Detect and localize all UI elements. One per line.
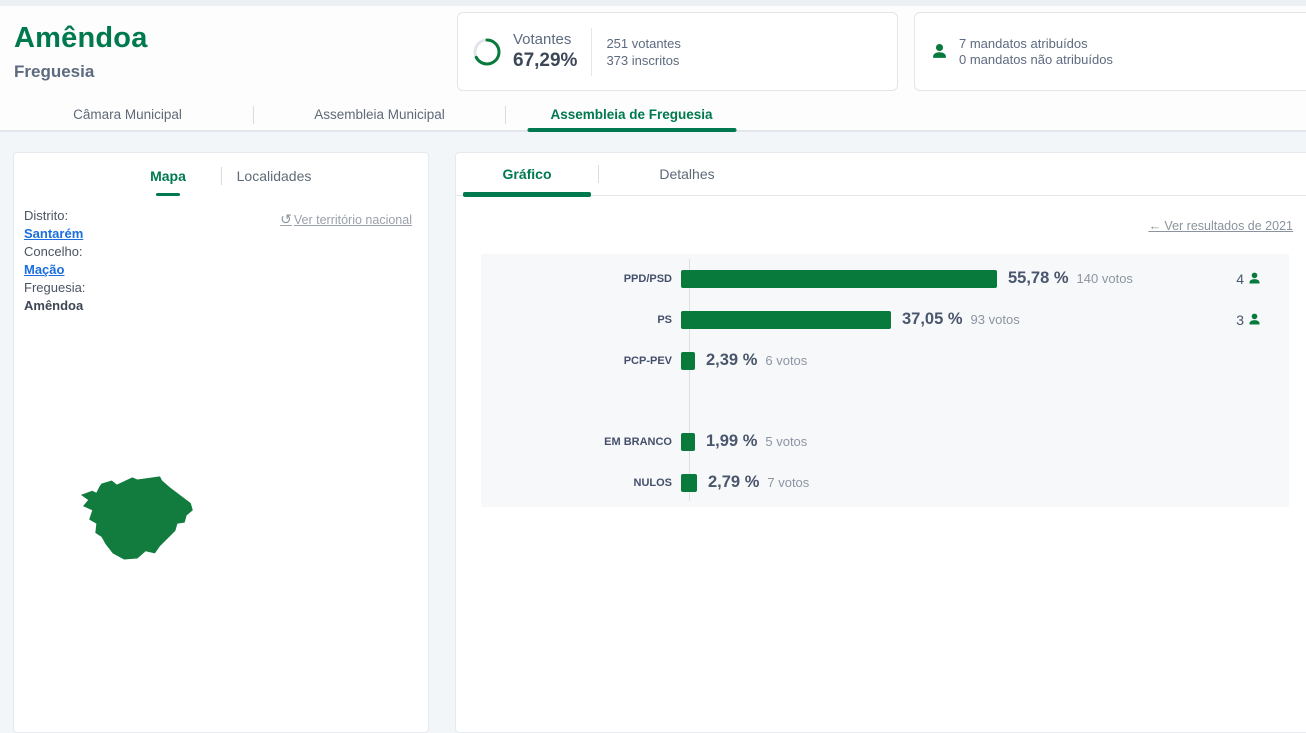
card-divider (591, 28, 592, 76)
result-bar[interactable] (681, 474, 697, 492)
result-bar[interactable] (681, 433, 695, 451)
tab-assembleia-municipal[interactable]: Assembleia Municipal (254, 100, 505, 130)
mandate-count: 4 (1236, 271, 1244, 287)
party-label: PCP-PEV (481, 355, 681, 367)
freguesia-value: Amêndoa (24, 298, 83, 313)
freguesia-label: Freguesia: (24, 279, 85, 297)
votes-value: 7 votos (767, 475, 809, 490)
map-panel: Mapa Localidades ↺Ver território naciona… (13, 152, 429, 733)
party-label: EM BRANCO (481, 436, 681, 448)
votantes-card: Votantes 67,29% 251 votantes 373 inscrit… (457, 12, 898, 91)
distrito-label: Distrito: (24, 207, 85, 225)
main-tabbar: Câmara Municipal Assembleia Municipal As… (0, 100, 1306, 132)
percent-value: 2,79 % (708, 473, 759, 492)
votes-value: 5 votos (765, 434, 807, 449)
result-bar[interactable] (681, 270, 997, 288)
ver-territorio-nacional-link[interactable]: ↺Ver território nacional (280, 211, 412, 228)
chart-row: PPD/PSD 55,78 % 140 votos 4 (481, 258, 1289, 299)
chart-row: PCP-PEV 2,39 % 6 votos (481, 340, 1289, 381)
votantes-stats: 251 votantes 373 inscritos (606, 35, 680, 69)
person-icon (1247, 271, 1262, 286)
freguesia-map-shape[interactable] (69, 461, 214, 579)
concelho-label: Concelho: (24, 243, 85, 261)
active-tab-underline (156, 193, 180, 196)
chart-rows: PPD/PSD 55,78 % 140 votos 4 PS 37,05 % 93 voto… (481, 258, 1289, 503)
turnout-ring-icon (472, 37, 502, 67)
location-breadcrumb: Distrito: Santarém Concelho: Mação Fregu… (24, 207, 85, 315)
percent-value: 55,78 % (1008, 269, 1069, 288)
tab-mapa[interactable]: Mapa (116, 162, 221, 190)
tab-label: Gráfico (502, 166, 551, 182)
distrito-link[interactable]: Santarém (24, 226, 83, 241)
tab-assembleia-de-freguesia[interactable]: Assembleia de Freguesia (506, 100, 757, 130)
mandates-unassigned: 0 mandatos não atribuídos (959, 52, 1113, 68)
left-arrow-icon: ← (1148, 219, 1161, 233)
tab-label: Mapa (150, 168, 186, 184)
mandates-assigned: 7 mandatos atribuídos (959, 36, 1113, 52)
chart-row: PS 37,05 % 93 votos 3 (481, 299, 1289, 340)
tab-camara-municipal[interactable]: Câmara Municipal (2, 100, 253, 130)
back-link-label: Ver resultados de 2021 (1164, 219, 1293, 233)
party-label: PPD/PSD (481, 273, 681, 285)
title-block: Amêndoa Freguesia (14, 22, 148, 82)
ver-resultados-2021-link[interactable]: ← Ver resultados de 2021 (1148, 219, 1293, 233)
result-bar[interactable] (681, 311, 891, 329)
percent-value: 2,39 % (706, 351, 757, 370)
votes-value: 6 votos (765, 353, 807, 368)
active-tab-underline (463, 192, 591, 197)
mandate-count: 3 (1236, 312, 1244, 328)
main-tabs: Câmara Municipal Assembleia Municipal As… (2, 100, 757, 130)
percent-value: 1,99 % (706, 432, 757, 451)
chart-area: PPD/PSD 55,78 % 140 votos 4 PS 37,05 % 93 voto… (481, 254, 1289, 507)
mandates-badge: 3 (1236, 312, 1262, 328)
tab-grafico[interactable]: Gráfico (456, 153, 598, 195)
tab-detalhes[interactable]: Detalhes (599, 153, 775, 195)
votantes-summary: Votantes 67,29% (513, 31, 577, 72)
tab-localidades[interactable]: Localidades (222, 162, 327, 190)
results-panel: Gráfico Detalhes ← Ver resultados de 202… (455, 152, 1306, 733)
party-label: PS (481, 314, 681, 326)
mandates-badge: 4 (1236, 271, 1262, 287)
reset-link-label: Ver território nacional (294, 213, 412, 227)
person-icon (930, 42, 949, 61)
chart-section-outros: EM BRANCO 1,99 % 5 votos NULOS 2,79 % 7 votos (481, 421, 1289, 503)
results-tabbar: Gráfico Detalhes (456, 153, 1306, 196)
mandates-lines: 7 mandatos atribuídos 0 mandatos não atr… (959, 36, 1113, 68)
concelho-link[interactable]: Mação (24, 262, 64, 277)
chart-section-partidos: PPD/PSD 55,78 % 140 votos 4 PS 37,05 % 93 voto… (481, 258, 1289, 381)
mandates-card: 7 mandatos atribuídos 0 mandatos não atr… (914, 12, 1306, 91)
map-panel-tabbar: Mapa Localidades (14, 153, 428, 199)
votantes-label: Votantes (513, 31, 577, 48)
votantes-count: 251 votantes (606, 35, 680, 52)
person-icon (1247, 312, 1262, 327)
tab-label: Assembleia de Freguesia (550, 107, 712, 122)
chart-row: EM BRANCO 1,99 % 5 votos (481, 421, 1289, 462)
votantes-percent: 67,29% (513, 50, 577, 72)
content: Mapa Localidades ↺Ver território naciona… (0, 132, 1306, 731)
rotate-ccw-icon: ↺ (280, 211, 292, 227)
result-bar[interactable] (681, 352, 695, 370)
page-title: Amêndoa (14, 22, 148, 55)
votes-value: 93 votos (971, 312, 1020, 327)
percent-value: 37,05 % (902, 310, 963, 329)
party-label: NULOS (481, 477, 681, 489)
page-subtitle: Freguesia (14, 62, 148, 82)
votes-value: 140 votos (1077, 271, 1133, 286)
inscritos-count: 373 inscritos (606, 52, 680, 69)
chart-row: NULOS 2,79 % 7 votos (481, 462, 1289, 503)
